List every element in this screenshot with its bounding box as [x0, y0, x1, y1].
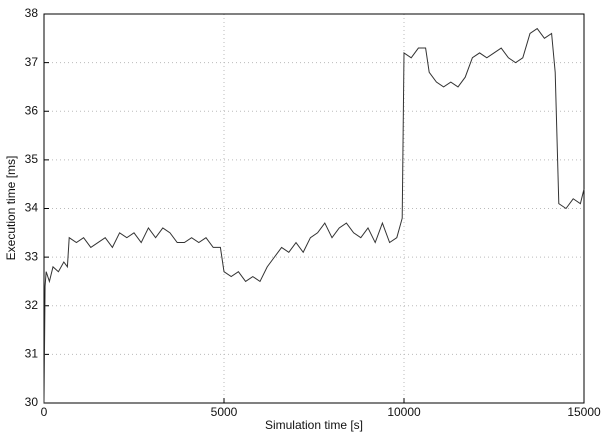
x-tick-label: 0: [41, 405, 48, 419]
x-tick-label: 5000: [211, 405, 238, 419]
x-tick-label: 10000: [387, 405, 421, 419]
y-tick-label: 34: [25, 201, 39, 215]
y-tick-label: 35: [25, 152, 39, 166]
x-axis-label: Simulation time [s]: [265, 418, 363, 432]
data-line: [43, 27, 585, 404]
y-tick-label: 33: [25, 249, 39, 263]
y-axis-label: Execution time [ms]: [4, 156, 18, 261]
y-tick-label: 37: [25, 55, 39, 69]
y-tick-label: 30: [25, 395, 39, 409]
y-tick-label: 38: [25, 6, 39, 20]
plot-frame: [43, 13, 585, 404]
y-tick-label: 31: [25, 347, 39, 361]
y-tick-label: 32: [25, 298, 39, 312]
y-tick-label: 36: [25, 103, 39, 117]
x-tick-label: 15000: [567, 405, 601, 419]
